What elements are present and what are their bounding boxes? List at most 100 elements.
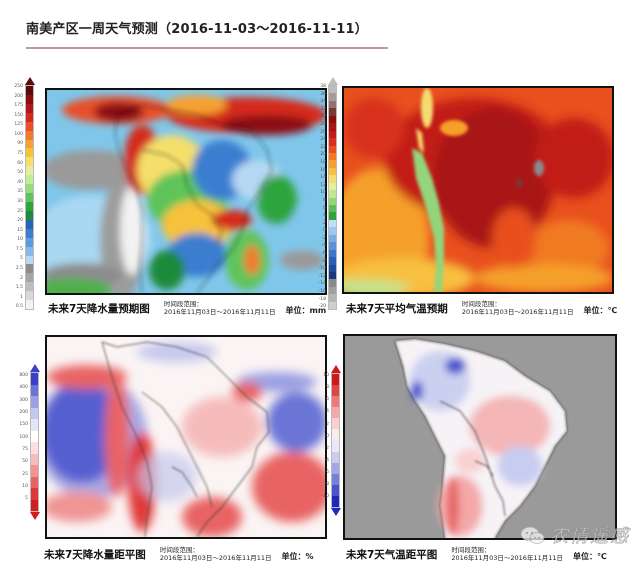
colorbar-segment (329, 93, 336, 101)
colorbar-tick-label: 10 (22, 484, 28, 490)
precip-anomaly-caption: 未来7天降水量距平图 时间段范围： 2016年11月03日～2016年11月11… (44, 546, 314, 562)
colorbar-tick-label: 25 (22, 471, 28, 477)
colorbar-tick-label: -16 (318, 289, 326, 295)
colorbar-tick-label: -12 (318, 273, 326, 279)
colorbar-tick-label: -6 (321, 251, 327, 257)
title-divider (26, 47, 388, 49)
colorbar-tick-label: 2 (323, 220, 326, 226)
precip-anomaly-colorbar-ticks: 800 400 300 200 150 100 75 50 25 10 5 (8, 373, 28, 502)
colorbar-segment (31, 373, 38, 385)
colorbar-tick-label: -10 (318, 266, 326, 272)
colorbar-segment (329, 197, 336, 205)
colorbar-segment (26, 94, 33, 104)
colorbar-tick-label: 2.5 (15, 265, 23, 271)
colorbar-segment (26, 121, 33, 131)
caption-period: 时间段范围： 2016年11月03日～2016年11月11日 (160, 546, 272, 562)
colorbar-segment (329, 175, 336, 183)
precip-forecast-caption: 未来7天降水量预期图 时间段范围： 2016年11月03日～2016年11月11… (48, 300, 326, 316)
temp-anomaly-caption: 未来7天气温距平图 时间段范围： 2016年11月03日～2016年11月11日… (346, 546, 607, 562)
colorbar-tick-label: 2 (20, 275, 23, 281)
colorbar-tick-label: 20 (17, 218, 23, 224)
colorbar-tick-label: 20 (320, 152, 326, 158)
colorbar-tick-label: 175 (14, 103, 23, 109)
colorbar-segment (332, 385, 339, 397)
colorbar-tick-label: 75 (17, 151, 23, 157)
colorbar-segment (329, 294, 336, 302)
colorbar-segment (26, 219, 33, 229)
caption-title: 未来7天降水量距平图 (44, 549, 146, 561)
colorbar-segment (26, 264, 33, 274)
colorbar-tick-label: -2 (321, 235, 327, 241)
colorbar-segment (332, 451, 339, 463)
colorbar-tick-label: 36 (320, 91, 326, 97)
colorbar-segment (26, 193, 33, 202)
colorbar-tick-label: 0 (323, 228, 326, 234)
caption-period: 时间段范围： 2016年11月03日～2016年11月11日 (451, 546, 563, 562)
colorbar-arrow-top (328, 77, 338, 85)
colorbar-tick-label: 10 (17, 237, 23, 243)
colorbar-segment (329, 257, 336, 265)
colorbar-segment (26, 130, 33, 140)
precip-colorbar (25, 85, 34, 310)
colorbar-segment (26, 237, 33, 247)
colorbar-segment (26, 255, 33, 265)
colorbar-segment (332, 440, 339, 452)
colorbar-segment (26, 86, 33, 95)
colorbar-tick-label: -20 (318, 304, 326, 310)
period-value: 2016年11月03日～2016年11月11日 (461, 308, 574, 316)
temp-forecast-caption: 未来7天平均气温预期 时间段范围： 2016年11月03日～2016年11月11… (346, 300, 617, 316)
colorbar-segment (31, 396, 38, 408)
colorbar-tick-label: 150 (19, 422, 28, 428)
colorbar-tick-label: 90 (17, 141, 23, 147)
colorbar-tick-label: 4 (326, 409, 329, 415)
period-label: 时间段范围： (461, 300, 501, 308)
caption-period: 时间段范围： 2016年11月03日～2016年11月11日 (164, 300, 276, 316)
colorbar-tick-label: -18 (318, 296, 326, 302)
colorbar-tick-label: 0.5 (15, 304, 23, 310)
colorbar-tick-label: 14 (320, 175, 326, 181)
colorbar-segment (329, 212, 336, 220)
colorbar-segment (26, 139, 33, 149)
colorbar-tick-label: -2 (324, 445, 330, 451)
colorbar-segment (329, 205, 336, 213)
colorbar-tick-label: 2 (326, 421, 329, 427)
colorbar-tick-label: 5 (25, 496, 28, 502)
colorbar-segment (31, 430, 38, 442)
colorbar-tick-label: 8 (323, 197, 326, 203)
colorbar-tick-label: 30 (320, 114, 326, 120)
colorbar-arrow-top (25, 77, 35, 85)
colorbar-segment (31, 476, 38, 488)
colorbar-segment (329, 249, 336, 258)
colorbar-tick-label: 28 (320, 121, 326, 127)
period-value: 2016年11月03日～2016年11月11日 (159, 554, 272, 562)
caption-period: 时间段范围： 2016年11月03日～2016年11月11日 (462, 300, 574, 316)
colorbar-tick-label: 300 (19, 397, 28, 403)
colorbar-segment (26, 300, 33, 310)
colorbar-segment (31, 488, 38, 500)
colorbar-segment (329, 123, 336, 131)
colorbar-tick-label: 50 (17, 170, 23, 176)
colorbar-tick-label: -4 (324, 457, 330, 463)
colorbar-tick-label: 38 (320, 84, 326, 89)
colorbar-segment (329, 227, 336, 235)
colorbar-tick-label: 100 (19, 434, 28, 440)
colorbar-arrow-bottom (331, 508, 341, 516)
temp-anomaly-colorbar (331, 373, 340, 508)
colorbar-tick-label: 10 (320, 190, 326, 196)
colorbar-segment (26, 246, 33, 256)
colorbar-segment (329, 108, 336, 116)
period-value: 2016年11月03日～2016年11月11日 (451, 554, 563, 562)
colorbar-segment (31, 419, 38, 431)
colorbar-tick-label: 5 (20, 256, 23, 262)
colorbar-tick-label: 18 (320, 159, 326, 165)
temp-colorbar (328, 85, 337, 310)
colorbar-segment (332, 407, 339, 419)
colorbar-segment (31, 407, 38, 419)
period-value: 2016年11月03日～2016年11月11日 (163, 308, 276, 316)
colorbar-segment (31, 499, 38, 511)
colorbar-tick-label: 75 (22, 447, 28, 453)
colorbar-segment (26, 291, 33, 301)
caption-title: 未来7天降水量预期图 (48, 303, 150, 315)
precip-forecast-map (45, 88, 327, 295)
colorbar-tick-label: 40 (17, 179, 23, 185)
